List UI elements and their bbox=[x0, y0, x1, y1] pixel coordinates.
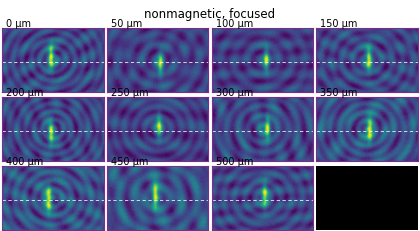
Text: 200 μm: 200 μm bbox=[6, 88, 44, 97]
Text: 250 μm: 250 μm bbox=[111, 88, 148, 97]
Text: 100 μm: 100 μm bbox=[215, 19, 253, 29]
Text: 450 μm: 450 μm bbox=[111, 156, 148, 166]
Text: 50 μm: 50 μm bbox=[111, 19, 142, 29]
Text: 400 μm: 400 μm bbox=[6, 156, 43, 166]
Text: 0 μm: 0 μm bbox=[6, 19, 31, 29]
Text: nonmagnetic, focused: nonmagnetic, focused bbox=[144, 8, 276, 21]
Text: 500 μm: 500 μm bbox=[215, 156, 253, 166]
Text: 300 μm: 300 μm bbox=[215, 88, 253, 97]
Text: 150 μm: 150 μm bbox=[320, 19, 358, 29]
Text: 350 μm: 350 μm bbox=[320, 88, 358, 97]
